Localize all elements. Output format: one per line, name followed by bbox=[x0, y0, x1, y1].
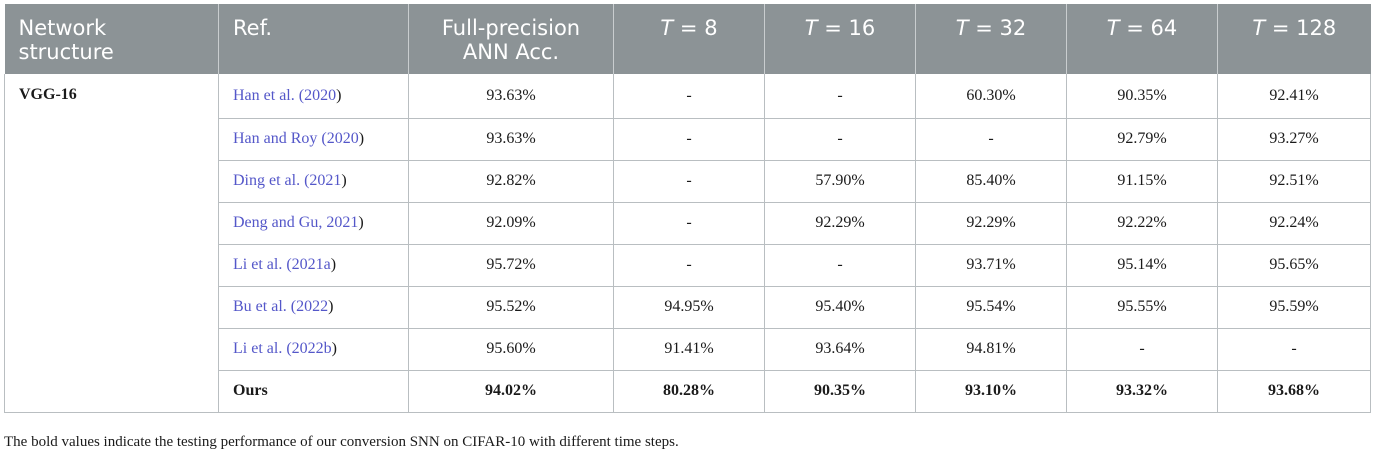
header-t128: T = 128 bbox=[1217, 4, 1371, 74]
t32-cell: 60.30% bbox=[915, 74, 1067, 119]
t128-cell: - bbox=[1217, 328, 1371, 371]
t16-cell: 90.35% bbox=[764, 370, 916, 413]
t8-cell: 80.28% bbox=[613, 370, 765, 413]
t16-cell: 95.40% bbox=[764, 286, 916, 329]
table-row: Bu et al. (2022) 95.52% 94.95% 95.40% 95… bbox=[5, 286, 1371, 329]
t16-cell: 57.90% bbox=[764, 160, 916, 203]
ref-year-link[interactable]: 2021 bbox=[309, 172, 342, 189]
t128-cell: 93.68% bbox=[1217, 370, 1371, 413]
t128-cell: 93.27% bbox=[1217, 118, 1371, 161]
t64-cell: - bbox=[1066, 328, 1218, 371]
t64-cell: 92.79% bbox=[1066, 118, 1218, 161]
acc-cell: 95.72% bbox=[408, 244, 614, 287]
t128-cell: 92.41% bbox=[1217, 74, 1371, 119]
ours-row: Ours 94.02% 80.28% 90.35% 93.10% 93.32% … bbox=[5, 370, 1371, 413]
ref-year-link[interactable]: 2021a bbox=[291, 256, 331, 273]
acc-cell: 93.63% bbox=[408, 118, 614, 161]
table-row: VGG-16 Han et al. (2020) 93.63% - - 60.3… bbox=[4, 74, 1371, 413]
t16-cell: - bbox=[764, 74, 916, 119]
acc-cell: 93.63% bbox=[408, 74, 614, 119]
header-t64: T = 64 bbox=[1066, 4, 1218, 74]
ref-cell: Li et al. (2022b) bbox=[218, 328, 409, 371]
t8-cell: - bbox=[613, 118, 765, 161]
header-network-structure: Network structure bbox=[4, 4, 219, 74]
t128-cell: 95.59% bbox=[1217, 286, 1371, 329]
table-row: Li et al. (2022b) 95.60% 91.41% 93.64% 9… bbox=[5, 328, 1371, 371]
t64-cell: 95.55% bbox=[1066, 286, 1218, 329]
t16-cell: - bbox=[764, 244, 916, 287]
t128-cell: 92.51% bbox=[1217, 160, 1371, 203]
t64-cell: 92.22% bbox=[1066, 202, 1218, 245]
ref-cell: Ding et al. (2021) bbox=[218, 160, 409, 203]
ref-cell: Han and Roy (2020) bbox=[218, 118, 409, 161]
t32-cell: 92.29% bbox=[915, 202, 1067, 245]
t32-cell: - bbox=[915, 118, 1067, 161]
ref-year-link[interactable]: 2021 bbox=[326, 214, 359, 231]
header-t32: T = 32 bbox=[915, 4, 1067, 74]
t32-cell: 94.81% bbox=[915, 328, 1067, 371]
header-ref: Ref. bbox=[218, 4, 409, 74]
t8-cell: - bbox=[613, 244, 765, 287]
table-footnote: The bold values indicate the testing per… bbox=[4, 434, 679, 450]
t32-cell: 93.10% bbox=[915, 370, 1067, 413]
t128-cell: 95.65% bbox=[1217, 244, 1371, 287]
t32-cell: 85.40% bbox=[915, 160, 1067, 203]
ref-cell-ours: Ours bbox=[218, 370, 409, 413]
t64-cell: 95.14% bbox=[1066, 244, 1218, 287]
ref-year-link[interactable]: 2022b bbox=[291, 340, 332, 357]
network-structure-cell: VGG-16 bbox=[4, 74, 219, 413]
ref-year-link[interactable]: 2020 bbox=[326, 130, 359, 147]
table-row: Li et al. (2021a) 95.72% - - 93.71% 95.1… bbox=[5, 244, 1371, 287]
header-t8: T = 8 bbox=[613, 4, 765, 74]
table-row: Han and Roy (2020) 93.63% - - - 92.79% 9… bbox=[5, 118, 1371, 161]
ref-cell: Deng and Gu, 2021) bbox=[218, 202, 409, 245]
acc-cell: 92.82% bbox=[408, 160, 614, 203]
t8-cell: - bbox=[613, 202, 765, 245]
header-t16: T = 16 bbox=[764, 4, 916, 74]
acc-cell: 94.02% bbox=[408, 370, 614, 413]
table-row: Ding et al. (2021) 92.82% - 57.90% 85.40… bbox=[5, 160, 1371, 203]
t64-cell: 93.32% bbox=[1066, 370, 1218, 413]
header-ann-accuracy: Full-precision ANN Acc. bbox=[408, 4, 614, 74]
t8-cell: 91.41% bbox=[613, 328, 765, 371]
results-table: Network structure Ref. Full-precision AN… bbox=[4, 4, 1371, 413]
t8-cell: - bbox=[613, 160, 765, 203]
t8-cell: - bbox=[613, 74, 765, 119]
t128-cell: 92.24% bbox=[1217, 202, 1371, 245]
t64-cell: 91.15% bbox=[1066, 160, 1218, 203]
ref-cell: Bu et al. (2022) bbox=[218, 286, 409, 329]
table-row: Deng and Gu, 2021) 92.09% - 92.29% 92.29… bbox=[5, 202, 1371, 245]
t32-cell: 95.54% bbox=[915, 286, 1067, 329]
t16-cell: 93.64% bbox=[764, 328, 916, 371]
header-row: Network structure Ref. Full-precision AN… bbox=[4, 4, 1371, 74]
t8-cell: 94.95% bbox=[613, 286, 765, 329]
t64-cell: 90.35% bbox=[1066, 74, 1218, 119]
acc-cell: 92.09% bbox=[408, 202, 614, 245]
ref-cell: Han et al. (2020) bbox=[218, 74, 409, 119]
acc-cell: 95.52% bbox=[408, 286, 614, 329]
t32-cell: 93.71% bbox=[915, 244, 1067, 287]
ref-cell: Li et al. (2021a) bbox=[218, 244, 409, 287]
t16-cell: 92.29% bbox=[764, 202, 916, 245]
t16-cell: - bbox=[764, 118, 916, 161]
ref-year-link[interactable]: 2022 bbox=[296, 298, 329, 315]
acc-cell: 95.60% bbox=[408, 328, 614, 371]
ref-year-link[interactable]: 2020 bbox=[304, 86, 337, 104]
